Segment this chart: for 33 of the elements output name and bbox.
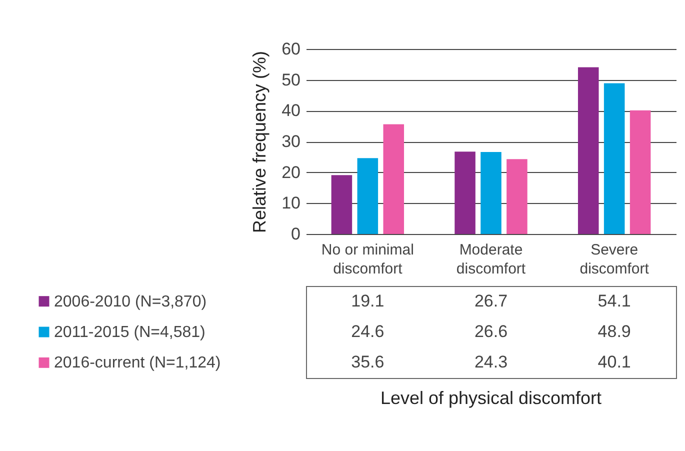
y-tick-label: 60 — [282, 40, 300, 58]
data-label: 40.1 — [598, 352, 631, 372]
data-label: 24.3 — [474, 352, 508, 372]
bar — [604, 83, 625, 234]
data-label: 19.1 — [351, 291, 384, 310]
bar — [578, 67, 599, 234]
bar — [454, 152, 476, 234]
data-label: 54.1 — [598, 291, 631, 310]
bar — [357, 158, 378, 234]
y-tick-label: 0 — [291, 224, 300, 244]
legend-label: 2016-current (N=1,124) — [54, 354, 221, 372]
data-label: 26.7 — [474, 291, 508, 310]
data-label: 26.6 — [474, 322, 508, 341]
x-tick-label: No or minimal discomfort — [321, 242, 414, 278]
y-tick-label: 40 — [282, 101, 300, 120]
x-tick-label: Severe discomfort — [580, 242, 650, 278]
legend-label: 2006-2010 (N=3,870) — [54, 293, 207, 310]
y-tick-label: 30 — [282, 132, 300, 151]
text: Level of physical discomfort — [380, 388, 602, 408]
y-axis-title: Relative frequency (%) — [250, 50, 270, 234]
bar — [383, 124, 404, 234]
bar — [506, 159, 528, 234]
data-label: 35.6 — [351, 352, 384, 372]
y-tick-label: 50 — [282, 70, 300, 90]
y-tick-label: 20 — [282, 162, 300, 182]
y-tick-label: 10 — [282, 194, 300, 213]
bar — [480, 152, 502, 234]
data-label: 48.9 — [598, 322, 631, 341]
x-tick-label: Moderate discomfort — [456, 242, 526, 278]
bar — [630, 110, 651, 234]
legend-label: 2011-2015 (N=4,581) — [54, 324, 206, 341]
data-label: 24.6 — [351, 322, 384, 341]
bar — [331, 175, 352, 234]
